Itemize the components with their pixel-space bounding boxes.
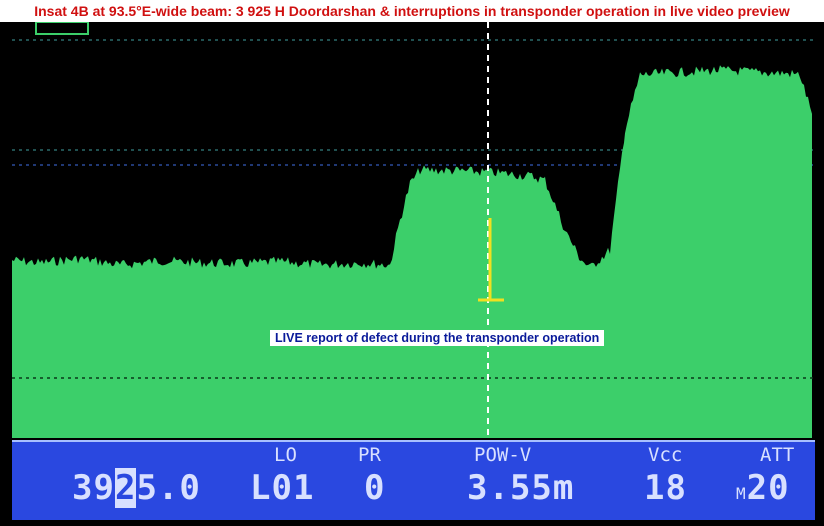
frequency-digits: 39 (72, 468, 115, 508)
grid-lines (12, 39, 815, 166)
vcc-label: Vcc (648, 444, 683, 466)
spectrum-trace (12, 65, 812, 438)
image-title: Insat 4B at 93.5°E-wide beam: 3 925 H Do… (0, 0, 824, 22)
vcc-value: 18 (644, 468, 687, 508)
frequency-digits: 5.0 (136, 468, 201, 508)
att-label: ATT (760, 444, 795, 466)
att-prefix: M (736, 484, 747, 503)
pr-value: 0 (364, 468, 386, 508)
frequency-cursor-digit[interactable]: 2 (114, 468, 137, 508)
marker-annotation: LIVE report of defect during the transpo… (270, 330, 605, 346)
att-value: 20 (746, 468, 790, 508)
indicator-box (35, 21, 89, 35)
pow-label: POW-V (474, 444, 532, 466)
pow-value: 3.55m (467, 468, 575, 508)
status-bar: LO PR POW-V Vcc ATT 3925.0 L01 0 3.55m 1… (12, 440, 815, 520)
pr-label: PR (358, 444, 381, 466)
lo-label: LO (274, 444, 297, 466)
frequency-value[interactable]: 3925.0 (72, 468, 201, 508)
lo-value: L01 (250, 468, 315, 508)
